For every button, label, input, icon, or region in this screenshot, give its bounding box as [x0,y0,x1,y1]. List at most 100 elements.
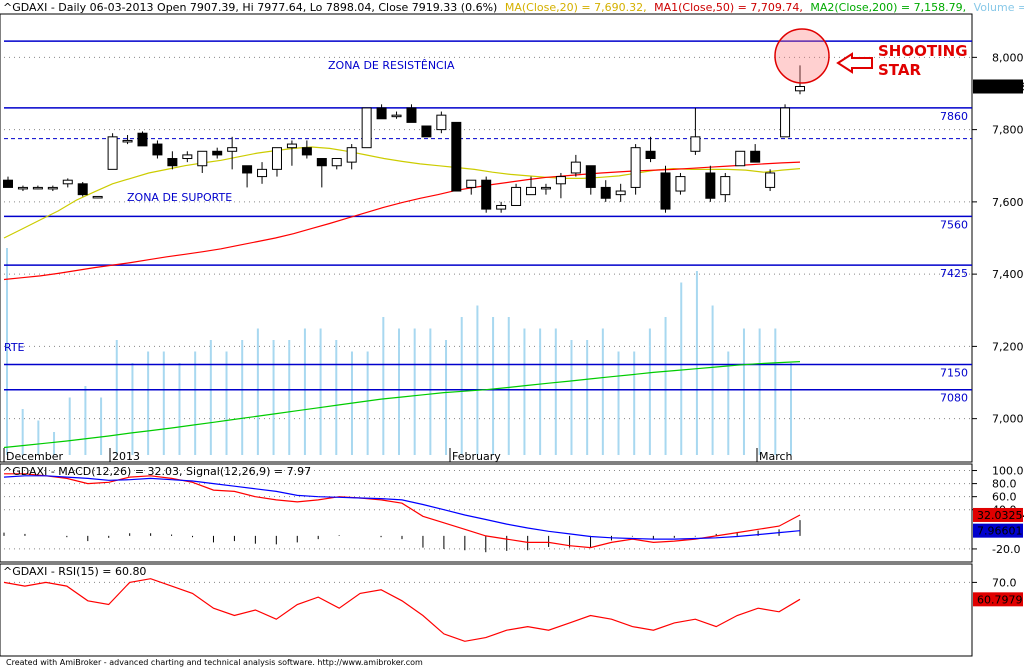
level-label: 7425 [940,267,968,280]
volume-bar [241,340,244,455]
date-label: 2013 [112,450,140,463]
candle-body [242,165,253,174]
volume-bar [695,271,698,455]
rsi-axis: 70.0 60.7979 [972,576,1023,607]
candle-body [107,136,118,170]
macd-line [3,475,801,540]
annotation-shooting: SHOOTING [878,42,968,60]
candle-body [3,179,13,188]
volume-bar [711,305,714,455]
rsi-lines [3,578,801,642]
volume-bar [476,305,479,455]
signal-value-label: 7.96601 [977,525,1023,538]
date-label: February [452,450,501,463]
header-ma: MA(Close,20) = 7,690.32, [505,1,647,14]
volume-bar [53,432,56,455]
volume-bar [586,340,589,455]
candle-body [585,165,596,188]
candle-body [526,186,537,196]
date-label: December [6,450,64,463]
candle-body [600,186,611,199]
volume-bar [68,397,71,455]
candle-body [496,204,507,210]
price-pane: 7860 7560 7425 7150 7080 8,000 7,800 7,600 7,40… [0,1,1024,463]
volume-bar [445,340,448,455]
candle-body [257,168,268,178]
macd-pane-frame [0,463,973,563]
price-header: ^GDAXI - Daily 06-03-2013 Open 7907.39, … [3,1,1024,14]
volume-bar [460,317,463,455]
candle-body [720,176,731,196]
candle-body [62,179,73,185]
candle-body [361,107,372,149]
annotation-star: STAR [878,61,921,79]
candle-body [705,172,716,199]
macd-tick-label: 100.0 [992,465,1024,478]
candle-body [346,147,357,163]
volume-bar [492,317,495,455]
candle-body [227,147,238,152]
candle-body [451,121,462,192]
volume-bar [21,409,24,455]
candle-body [376,107,387,120]
volume-bar [680,282,683,455]
volume-bar [147,351,150,455]
price-tick-label: 7,800 [992,124,1024,137]
candle-body [301,147,312,156]
price-tick-label: 8,000 [992,51,1024,64]
rsi-title: ^GDAXI - RSI(15) = 60.80 [3,565,146,578]
signal-value-box [973,523,1023,538]
volume-bar [37,420,40,455]
volume-bar [131,363,134,455]
candle-body [197,150,208,167]
volume-bar [523,328,526,455]
candle-body [675,176,686,192]
date-label: March [759,450,793,463]
volume-bar [398,328,400,455]
volume-bar [742,328,745,455]
macd-lines [3,473,801,549]
candle-body [182,154,193,160]
candle-body [630,147,641,188]
price-tick-label: 7,200 [992,340,1024,353]
moving-average-lines [3,146,801,449]
candle-body [540,186,551,190]
candle-body [286,143,297,149]
volume-bar [554,328,557,455]
zone-support-label: ZONA DE SUPORTE [127,191,232,204]
volume-bar [664,317,667,455]
volume-bar [539,328,542,455]
volume-bar [6,248,8,455]
candle-body [271,147,282,170]
rsi-value-box [973,592,1023,607]
candle-body [32,186,43,190]
last-price-label: 7,919.33 [977,81,1024,94]
volume-bar [413,328,416,455]
macd-value-box [973,507,1023,522]
rsi-pane: 70.0 60.7979 ^GDAXI - RSI(15) = 60.80 [0,563,1023,657]
price-tick-label: 7,400 [992,268,1024,281]
volume-bar [256,328,259,455]
volume-bar [162,351,165,455]
candle-body [436,114,447,131]
volume-bars [6,248,792,455]
price-tick-label: 7,600 [992,196,1024,209]
zone-resistance-label: ZONA DE RESISTÊNCIA [328,59,455,72]
candle-body [17,186,28,190]
date-axis: December 2013 February March [3,448,793,463]
volume-bar [758,328,761,455]
candle-body [615,190,626,196]
candle-body [167,158,178,167]
candle-body [735,150,746,167]
volume-bar [288,340,291,455]
candle-body [92,195,103,199]
candle-body [765,172,776,188]
ma-line [3,161,801,281]
rsi-line [3,578,801,642]
macd-value-label: 32.03254 [977,509,1024,522]
macd-title: ^GDAXI - MACD(12,26) = 32.03, Signal(12,… [3,465,311,478]
candle-body [47,186,58,190]
volume-bar [115,340,118,455]
ma-line [3,361,801,449]
